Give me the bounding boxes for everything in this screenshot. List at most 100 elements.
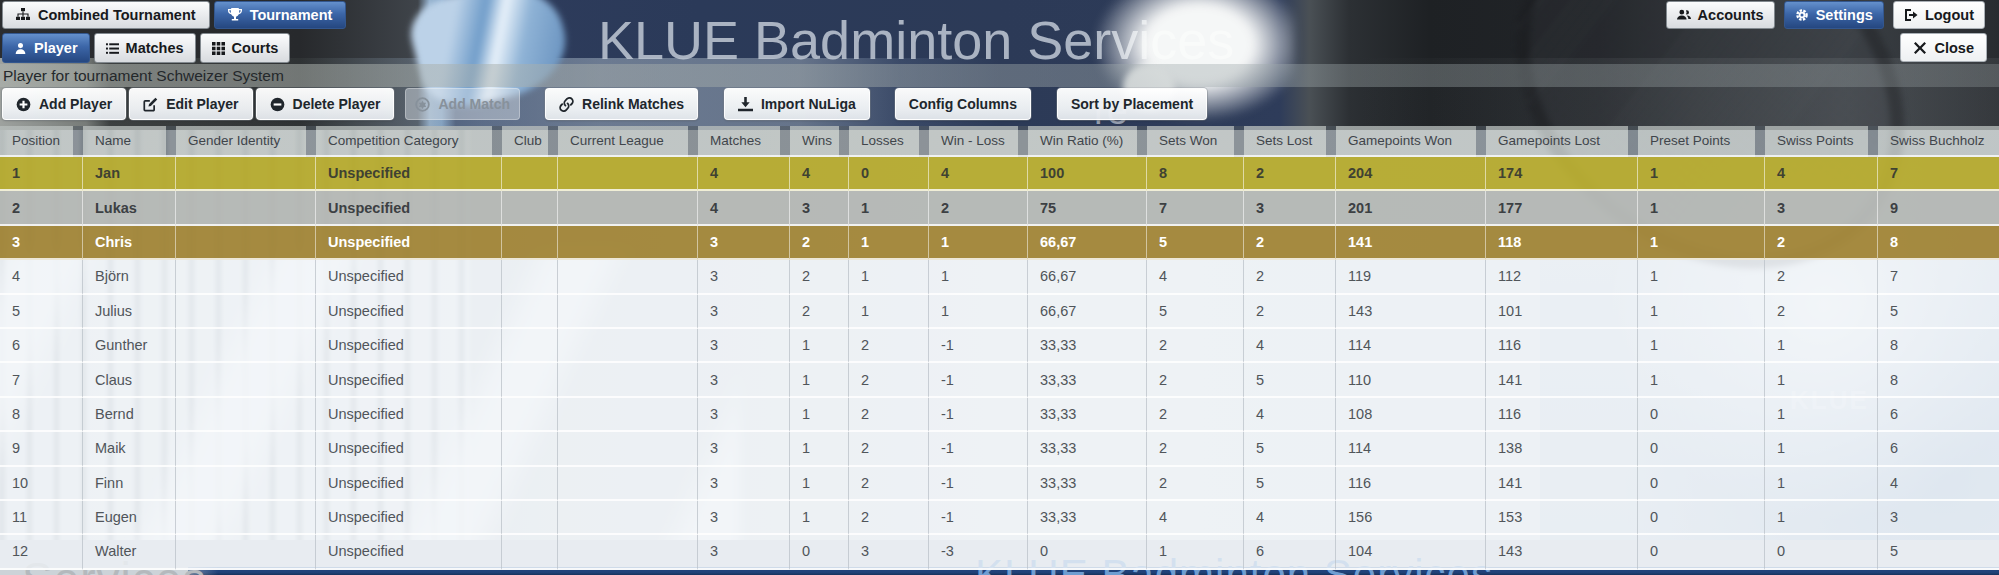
tab-combined-tournament[interactable]: Combined Tournament [2,1,210,29]
table-cell[interactable]: 4 [1147,260,1244,294]
table-cell[interactable]: 4 [1878,467,1999,501]
table-cell[interactable]: 116 [1486,329,1638,363]
table-cell[interactable]: 1 [790,363,849,397]
table-cell[interactable]: Claus [83,363,176,397]
table-cell[interactable] [502,329,558,363]
table-cell[interactable]: 3 [0,226,83,260]
table-cell[interactable]: 8 [1878,329,1999,363]
edit-player-button[interactable]: Edit Player [129,88,252,120]
table-cell[interactable]: 143 [1486,535,1638,569]
column-header-swiss-buchholz[interactable]: Swiss Buchholz [1878,126,1999,157]
tab-matches[interactable]: Matches [94,33,196,63]
table-cell[interactable]: 12 [0,535,83,569]
table-cell[interactable] [502,260,558,294]
table-cell[interactable]: 1 [1147,535,1244,569]
delete-player-button[interactable]: Delete Player [256,88,395,120]
table-cell[interactable]: -1 [929,501,1028,535]
table-cell[interactable]: Unspecified [316,295,502,329]
table-cell[interactable]: 5 [1244,432,1336,466]
table-cell[interactable]: 174 [1486,157,1638,191]
sort-by-placement-button[interactable]: Sort by Placement [1057,88,1207,120]
table-cell[interactable] [176,432,316,466]
table-cell[interactable]: 2 [1244,260,1336,294]
table-cell[interactable]: 3 [698,226,790,260]
table-cell[interactable]: Julius [83,295,176,329]
table-cell[interactable]: 1 [929,226,1028,260]
table-cell[interactable]: 2 [1147,467,1244,501]
table-cell[interactable]: Björn [83,260,176,294]
table-cell[interactable]: 1 [929,295,1028,329]
table-cell[interactable] [502,535,558,569]
table-cell[interactable]: 3 [1878,501,1999,535]
table-cell[interactable]: Chris [83,226,176,260]
table-cell[interactable] [502,157,558,191]
table-cell[interactable] [176,467,316,501]
table-cell[interactable]: 2 [1765,226,1878,260]
table-cell[interactable]: Unspecified [316,260,502,294]
column-header-wins[interactable]: Wins [790,126,849,157]
table-cell[interactable]: 9 [0,432,83,466]
table-cell[interactable] [176,226,316,260]
table-cell[interactable]: 177 [1486,191,1638,225]
table-cell[interactable]: 75 [1028,191,1147,225]
table-cell[interactable]: 11 [0,501,83,535]
table-cell[interactable]: Jan [83,157,176,191]
table-cell[interactable] [502,432,558,466]
column-header-win-ratio[interactable]: Win Ratio (%) [1028,126,1147,157]
table-cell[interactable]: 5 [1244,467,1336,501]
table-cell[interactable]: 0 [1028,535,1147,569]
table-cell[interactable]: 1 [929,260,1028,294]
table-cell[interactable]: 3 [698,535,790,569]
table-cell[interactable]: 0 [1638,467,1765,501]
table-cell[interactable]: 143 [1336,295,1486,329]
table-cell[interactable]: 1 [1638,226,1765,260]
table-cell[interactable] [558,501,698,535]
table-cell[interactable]: 3 [698,260,790,294]
table-cell[interactable]: 3 [849,535,929,569]
table-cell[interactable]: 114 [1336,432,1486,466]
table-cell[interactable]: 4 [698,157,790,191]
table-cell[interactable] [558,398,698,432]
table-cell[interactable]: 1 [790,329,849,363]
table-cell[interactable]: 108 [1336,398,1486,432]
table-cell[interactable]: Unspecified [316,191,502,225]
table-cell[interactable]: 4 [0,260,83,294]
add-match-button[interactable]: Add Match [405,88,520,120]
table-row[interactable]: 2LukasUnspecified43127573201177139 [0,191,1999,225]
table-cell[interactable] [502,295,558,329]
column-header-competition-category[interactable]: Competition Category [316,126,502,157]
table-cell[interactable]: 33,33 [1028,501,1147,535]
close-button[interactable]: Close [1900,33,1988,62]
table-cell[interactable]: 1 [1638,363,1765,397]
table-row[interactable]: 4BjörnUnspecified321166,6742119112127 [0,260,1999,294]
table-cell[interactable] [502,191,558,225]
table-cell[interactable]: 2 [1244,226,1336,260]
table-cell[interactable]: Maik [83,432,176,466]
table-cell[interactable]: 33,33 [1028,363,1147,397]
table-cell[interactable]: Finn [83,467,176,501]
table-cell[interactable] [176,535,316,569]
table-cell[interactable] [502,398,558,432]
table-cell[interactable]: 204 [1336,157,1486,191]
table-cell[interactable]: 0 [790,535,849,569]
table-cell[interactable]: 3 [790,191,849,225]
table-row[interactable]: 7ClausUnspecified312-133,3325110141118 [0,363,1999,397]
table-cell[interactable]: 1 [1765,432,1878,466]
column-header-position[interactable]: Position [0,126,83,157]
table-cell[interactable]: 2 [790,295,849,329]
table-cell[interactable]: 10 [0,467,83,501]
table-row[interactable]: 12WalterUnspecified303-3016104143005 [0,535,1999,569]
table-cell[interactable] [558,363,698,397]
logout-button[interactable]: Logout [1893,1,1985,29]
table-cell[interactable]: 0 [849,157,929,191]
table-cell[interactable]: 1 [1765,501,1878,535]
import-nuliga-button[interactable]: Import NuLiga [724,88,870,120]
table-cell[interactable]: 4 [1244,329,1336,363]
table-cell[interactable]: Bernd [83,398,176,432]
table-cell[interactable]: 3 [698,432,790,466]
table-cell[interactable]: Unspecified [316,501,502,535]
table-cell[interactable]: 201 [1336,191,1486,225]
table-cell[interactable]: 6 [1878,432,1999,466]
table-cell[interactable]: 1 [1765,363,1878,397]
table-cell[interactable]: 116 [1336,467,1486,501]
